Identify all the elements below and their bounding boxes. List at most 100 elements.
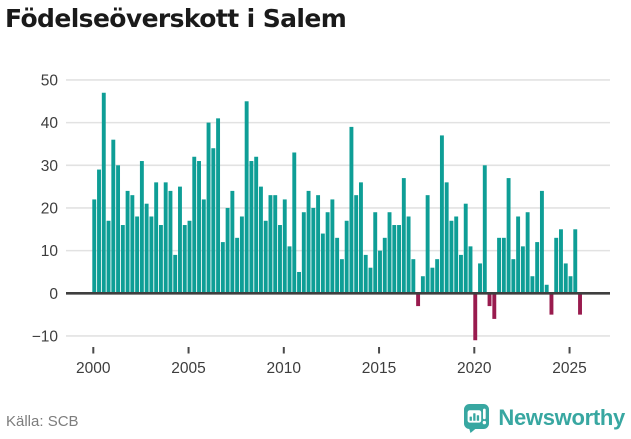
- chart-title: Födelseöverskott i Salem: [5, 4, 347, 33]
- bar: [463, 203, 468, 294]
- x-tick-label: 2010: [267, 360, 302, 377]
- bar: [501, 237, 506, 294]
- bar: [568, 276, 573, 294]
- bar: [120, 225, 125, 294]
- bar: [520, 246, 525, 294]
- x-tick-labels-group: 2000 2005 2010 2015 2020 2025: [76, 360, 587, 377]
- bar: [320, 233, 325, 294]
- bar: [211, 148, 216, 294]
- bar: [168, 190, 173, 294]
- bar: [149, 216, 154, 294]
- bar: [563, 263, 568, 294]
- newsworthy-logo-icon: [464, 404, 490, 433]
- bar: [154, 182, 159, 294]
- bar: [306, 190, 311, 294]
- logo-bar-mid: [477, 415, 480, 421]
- bar: [192, 156, 197, 294]
- bar: [544, 284, 549, 294]
- bar: [401, 178, 406, 294]
- bar: [444, 182, 449, 294]
- bar: [449, 220, 454, 294]
- bar: [373, 212, 378, 294]
- bar: [482, 165, 487, 294]
- bar: [92, 199, 97, 294]
- bar: [344, 220, 349, 294]
- logo-bar-short: [470, 416, 473, 421]
- bar: [197, 161, 201, 294]
- bar: [163, 182, 168, 294]
- bar: [430, 267, 435, 294]
- logo-bar-tall: [473, 413, 476, 421]
- bar: [459, 254, 463, 294]
- bar: [325, 212, 330, 294]
- bar: [549, 293, 554, 315]
- bar: [144, 203, 149, 294]
- bar: [416, 293, 421, 307]
- bar: [439, 135, 444, 294]
- bar: [420, 276, 425, 294]
- x-tick-label: 2025: [552, 360, 586, 377]
- bar: [454, 216, 459, 294]
- bar: [301, 212, 306, 294]
- bar: [249, 161, 254, 294]
- y-tick-label: 40: [41, 115, 59, 132]
- bar: [387, 212, 392, 294]
- bar: [535, 242, 540, 294]
- y-tick-label: 10: [41, 243, 59, 260]
- bar: [487, 293, 492, 307]
- bar: [359, 182, 363, 294]
- bar: [468, 246, 473, 294]
- y-tick-label: 0: [49, 286, 58, 303]
- bar: [506, 178, 511, 294]
- bar: [297, 271, 301, 294]
- x-tick-label: 2020: [457, 360, 492, 377]
- bar: [516, 216, 521, 294]
- bar: [173, 254, 178, 294]
- bar: [239, 216, 244, 294]
- y-tick-label: 20: [41, 200, 59, 217]
- bar: [478, 263, 482, 294]
- bar: [473, 293, 478, 341]
- bar: [354, 195, 359, 294]
- bar: [116, 165, 121, 294]
- bar: [201, 199, 206, 294]
- x-tick-label: 2005: [171, 360, 205, 377]
- bar: [206, 122, 211, 294]
- bar: [254, 156, 259, 294]
- bar: [258, 186, 263, 294]
- bar: [178, 186, 182, 294]
- x-ticks-group: [92, 347, 571, 354]
- bar: [244, 101, 249, 294]
- bar: [525, 212, 530, 294]
- bar: [225, 207, 230, 294]
- bar: [282, 199, 287, 294]
- bar: [278, 225, 282, 294]
- brand-footer: Newsworthy: [463, 403, 625, 433]
- bar: [292, 152, 297, 294]
- logo-exclamation-dot: [483, 420, 487, 425]
- bar: [382, 237, 387, 294]
- bar: [273, 195, 278, 294]
- bar: [139, 161, 144, 294]
- bar: [378, 250, 382, 294]
- bar: [539, 190, 544, 294]
- bar: [339, 259, 344, 294]
- bar: [187, 220, 192, 294]
- bar: [411, 259, 416, 294]
- bar: [235, 237, 240, 294]
- bar: [497, 237, 502, 294]
- bar: [435, 259, 440, 294]
- y-tick-label: 30: [41, 158, 59, 175]
- source-label: Källa: SCB: [6, 413, 79, 430]
- bar: [406, 216, 411, 294]
- bars-group: [92, 92, 582, 341]
- bar: [492, 293, 497, 319]
- bar: [182, 225, 187, 294]
- bar: [397, 225, 401, 294]
- bar: [349, 126, 354, 294]
- bar: [111, 139, 116, 294]
- bar: [268, 195, 273, 294]
- y-tick-labels-group: 50 40 30 20 10 0 −10: [32, 72, 59, 345]
